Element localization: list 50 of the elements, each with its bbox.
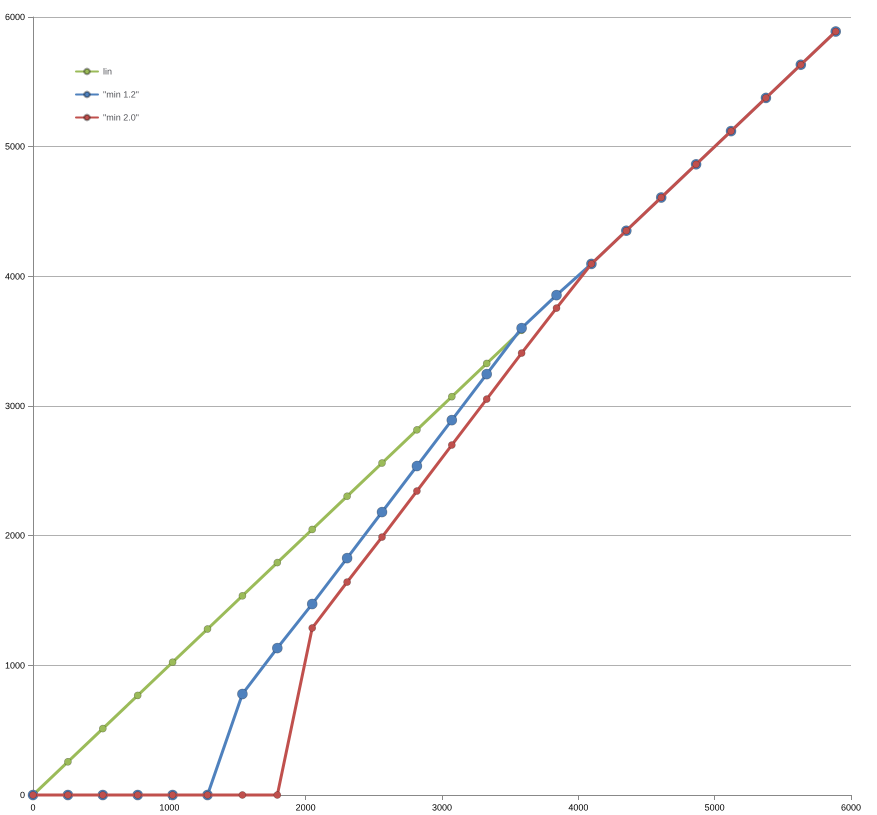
legend-label: "min 2.0" <box>103 112 139 122</box>
point <box>378 459 386 467</box>
point <box>134 692 142 700</box>
point <box>64 758 72 766</box>
point <box>518 349 526 357</box>
point <box>238 791 246 799</box>
point <box>378 533 386 541</box>
point <box>272 642 283 654</box>
point <box>413 487 421 495</box>
point <box>308 624 316 632</box>
point <box>448 392 456 400</box>
y-tick-label: 3000 <box>4 401 25 411</box>
point <box>343 578 351 586</box>
x-tick-label: 4000 <box>568 802 588 812</box>
point <box>551 290 562 300</box>
point <box>237 688 248 700</box>
y-tick-label: 6000 <box>4 12 25 22</box>
x-tick-label: 2000 <box>296 802 316 812</box>
y-tick-label: 1000 <box>4 660 25 670</box>
point <box>274 558 282 566</box>
x-tick-label: 3000 <box>432 802 452 812</box>
point <box>99 724 107 732</box>
legend-label: lin <box>103 66 112 76</box>
x-tick-label: 1000 <box>159 802 180 812</box>
point <box>481 368 492 380</box>
x-tick-label: 6000 <box>840 802 862 812</box>
point <box>552 304 560 312</box>
y-tick-label: 5000 <box>4 142 25 152</box>
point <box>308 526 316 534</box>
point <box>448 441 456 449</box>
point <box>482 395 491 403</box>
y-tick-label: 2000 <box>4 530 25 541</box>
point <box>238 592 246 600</box>
point <box>516 322 527 334</box>
x-tick-label: 5000 <box>704 802 725 812</box>
y-tick-label: 4000 <box>4 271 25 282</box>
point <box>412 460 422 472</box>
point <box>376 506 388 518</box>
point <box>482 360 491 368</box>
y-tick-label: 0 <box>20 790 25 800</box>
point <box>274 791 282 799</box>
point <box>343 492 351 500</box>
point <box>413 426 421 434</box>
x-tick-label: 0 <box>30 802 36 812</box>
point <box>168 658 176 666</box>
point <box>446 414 458 426</box>
point <box>342 552 352 564</box>
point <box>204 625 212 633</box>
legend-label: "min 1.2" <box>103 90 139 100</box>
point <box>306 598 318 610</box>
